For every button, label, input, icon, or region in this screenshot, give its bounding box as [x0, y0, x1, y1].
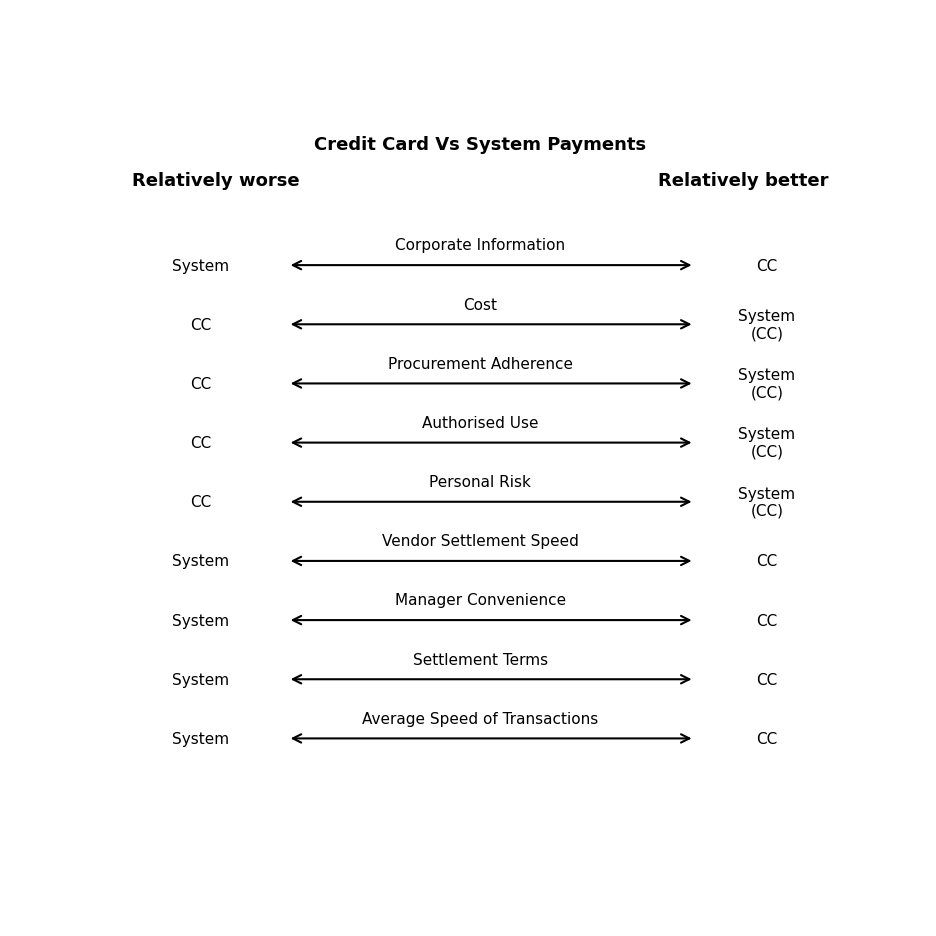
Text: Cost: Cost — [462, 298, 497, 313]
Text: Procurement Adherence: Procurement Adherence — [388, 357, 572, 372]
Text: CC: CC — [190, 376, 211, 391]
Text: System: System — [172, 258, 229, 273]
Text: Settlement Terms: Settlement Terms — [412, 651, 548, 666]
Text: Manager Convenience: Manager Convenience — [394, 592, 565, 607]
Text: CC: CC — [190, 317, 211, 332]
Text: System: System — [172, 731, 229, 746]
Text: Personal Risk: Personal Risk — [429, 475, 531, 490]
Text: CC: CC — [190, 435, 211, 450]
Text: System: System — [172, 554, 229, 569]
Text: System
(CC): System (CC) — [738, 486, 795, 519]
Text: System
(CC): System (CC) — [738, 427, 795, 460]
Text: Credit Card Vs System Payments: Credit Card Vs System Payments — [314, 136, 646, 154]
Text: Relatively better: Relatively better — [658, 172, 827, 190]
Text: System: System — [172, 613, 229, 628]
Text: Corporate Information: Corporate Information — [395, 238, 564, 253]
Text: Authorised Use: Authorised Use — [421, 416, 538, 431]
Text: CC: CC — [755, 613, 777, 628]
Text: CC: CC — [755, 672, 777, 687]
Text: System: System — [172, 672, 229, 687]
Text: Vendor Settlement Speed: Vendor Settlement Speed — [381, 534, 578, 548]
Text: CC: CC — [755, 731, 777, 746]
Text: System
(CC): System (CC) — [738, 368, 795, 401]
Text: Relatively worse: Relatively worse — [131, 172, 299, 190]
Text: CC: CC — [190, 495, 211, 510]
Text: CC: CC — [755, 554, 777, 569]
Text: Average Speed of Transactions: Average Speed of Transactions — [361, 711, 598, 726]
Text: System
(CC): System (CC) — [738, 309, 795, 341]
Text: CC: CC — [755, 258, 777, 273]
